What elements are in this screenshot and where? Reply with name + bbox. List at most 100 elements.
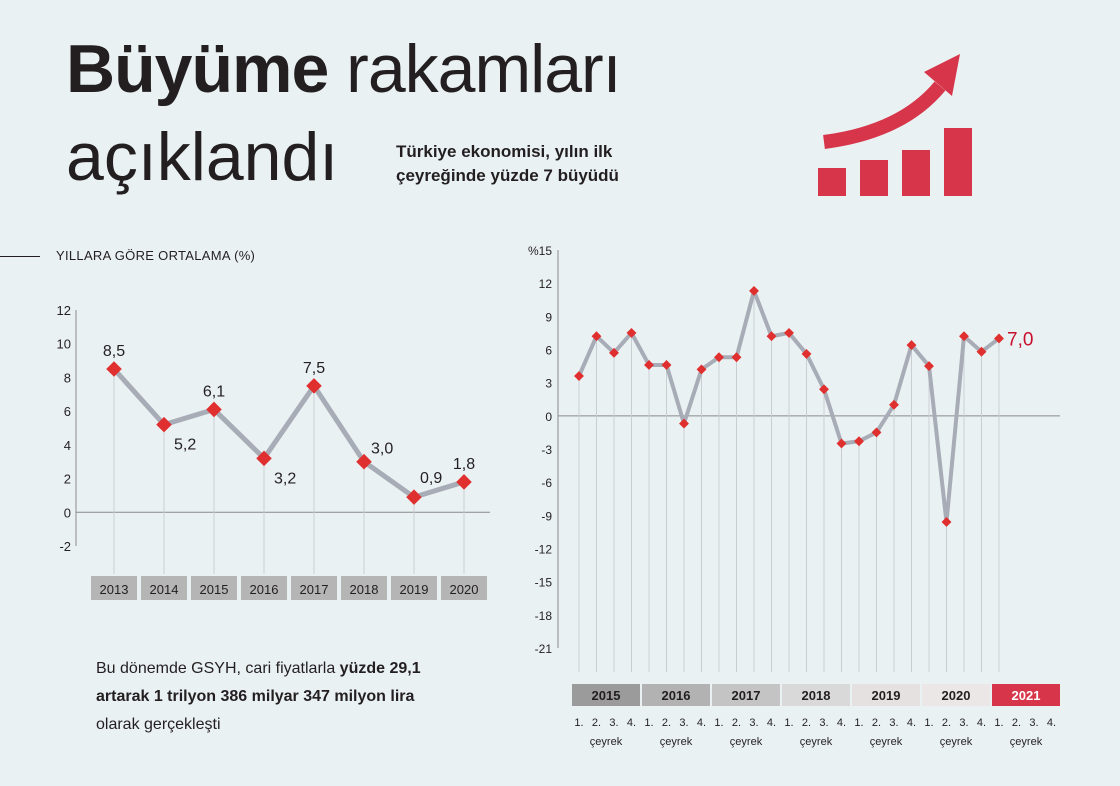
data-point [959, 331, 969, 342]
data-label: 3,2 [274, 470, 296, 487]
data-point [661, 360, 672, 370]
x-tick-label: 2016 [250, 582, 279, 597]
x-tick-label: 2013 [100, 582, 129, 597]
y-tick-label: 6 [64, 404, 71, 419]
gdp-note: Bu dönemde GSYH, cari fiyatlarla yüzde 2… [96, 655, 426, 739]
data-point [574, 371, 584, 381]
data-point [924, 361, 934, 372]
x-tick-label: 2020 [450, 582, 479, 597]
x-tick-label: 2017 [300, 582, 329, 597]
data-label: 6,1 [203, 383, 225, 400]
data-label: 3,0 [371, 441, 393, 458]
subtitle-line1: Türkiye ekonomisi, yılın ilk [396, 142, 613, 161]
data-point [156, 416, 172, 433]
y-tick-label: 0 [64, 505, 71, 520]
data-point [714, 352, 724, 363]
year-box [91, 576, 137, 600]
data-label: 5,2 [174, 437, 196, 454]
quarter-label: 1. [714, 717, 723, 729]
section-title: YILLARA GÖRE ORTALAMA (%) [56, 248, 256, 263]
page-title: Büyüme rakamları [66, 28, 622, 110]
year-label: 2020 [942, 688, 971, 703]
year-label: 2018 [802, 688, 831, 703]
note-part2: olarak gerçekleşti [96, 716, 221, 733]
quarter-word: çeyrek [660, 736, 693, 748]
quarter-label: 1. [924, 717, 933, 729]
year-box [642, 684, 710, 706]
y-tick-label: 10 [57, 337, 71, 352]
y-tick-label: 4 [64, 438, 71, 453]
annual-growth-chart: 12 10 8 6 4 2 0 -2 2013 2014 2015 2016 2017 2018 2019 2… [57, 303, 490, 600]
year-box [782, 684, 850, 706]
quarter-label: 1. [574, 717, 583, 729]
year-box [441, 576, 487, 600]
year-box [291, 576, 337, 600]
quarter-label: 2. [1012, 717, 1021, 729]
year-box [572, 684, 640, 706]
y-tick-label: 8 [64, 370, 71, 385]
quarter-label: 2. [872, 717, 881, 729]
data-point [976, 346, 987, 357]
title-rest: rakamları [328, 31, 621, 107]
x-tick-label: 2015 [200, 582, 229, 597]
data-point [906, 340, 917, 351]
quarter-label: 4. [1047, 717, 1056, 729]
year-box [852, 684, 920, 706]
y-tick-label: -2 [59, 539, 71, 554]
data-point [784, 327, 794, 338]
quarter-label: 3. [1029, 717, 1038, 729]
data-label: 7,5 [303, 360, 325, 377]
quarter-label: 2. [662, 717, 671, 729]
quarter-label: 3. [819, 717, 828, 729]
quarter-label: 1. [994, 717, 1003, 729]
y-tick-label: 2 [64, 472, 71, 487]
note-part1: Bu dönemde GSYH, cari fiyatlarla [96, 660, 340, 677]
note-bold: yüzde 29,1 artarak 1 trilyon 386 milyar … [96, 660, 421, 705]
growth-arrow-bars-icon [818, 54, 972, 196]
data-point [356, 453, 372, 470]
quarter-label: 2. [732, 717, 741, 729]
year-box [191, 576, 237, 600]
y-tick-label: -21 [535, 642, 553, 656]
y-tick-label: 9 [545, 310, 552, 324]
year-box [241, 576, 287, 600]
year-label: 2017 [732, 688, 761, 703]
quarter-word: çeyrek [1010, 736, 1043, 748]
section-rule [0, 256, 40, 257]
data-point [206, 401, 222, 418]
quarter-label: 4. [697, 717, 706, 729]
y-tick-label: 0 [545, 410, 552, 424]
quarter-label: 1. [854, 717, 863, 729]
quarter-word: çeyrek [870, 736, 903, 748]
quarter-word: çeyrek [940, 736, 973, 748]
data-point [644, 360, 654, 370]
highlight-label: 7,0 [1007, 329, 1033, 350]
quarter-label: 2. [942, 717, 951, 729]
quarter-label: 4. [837, 717, 846, 729]
year-label: 2016 [662, 688, 691, 703]
quarter-label: 3. [679, 717, 688, 729]
y-tick-label: 12 [539, 277, 553, 291]
y-tick-label: -3 [541, 443, 552, 457]
data-label: 8,5 [103, 343, 125, 360]
year-box [141, 576, 187, 600]
data-point [749, 285, 759, 296]
quarter-label: 2. [802, 717, 811, 729]
data-point [854, 436, 864, 447]
data-point [731, 352, 742, 363]
data-point [456, 474, 472, 490]
x-tick-label: 2019 [400, 582, 429, 597]
y-tick-label: 12 [57, 303, 71, 318]
data-point [801, 348, 812, 359]
quarter-word: çeyrek [730, 736, 763, 748]
year-label: 2015 [592, 688, 621, 703]
y-tick-label: -15 [535, 576, 553, 590]
quarter-label: 4. [977, 717, 986, 729]
year-label: 2019 [872, 688, 901, 703]
quarter-word: çeyrek [590, 736, 623, 748]
data-point [889, 399, 899, 410]
year-box [922, 684, 990, 706]
page-title-line2: açıklandı [66, 119, 339, 195]
subtitle: Türkiye ekonomisi, yılın ilk çeyreğinde … [396, 140, 696, 188]
y-tick-label: -6 [541, 476, 552, 490]
